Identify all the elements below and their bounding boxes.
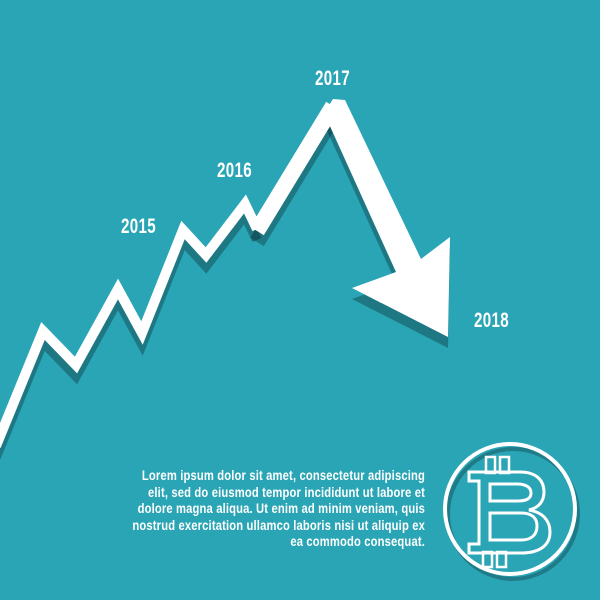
trend-zigzag-segment	[0, 194, 262, 448]
description-paragraph: Lorem ipsum dolor sit amet, consectetur …	[105, 467, 425, 550]
coin-circle	[443, 442, 577, 576]
year-label-2015: 2015	[121, 215, 157, 238]
year-label-2018: 2018	[474, 309, 510, 332]
paragraph-line: ea commodo consequat.	[290, 533, 425, 549]
year-label-2017: 2017	[315, 67, 351, 90]
bitcoin-top-prong	[498, 455, 511, 475]
bitcoin-bottom-prong	[495, 550, 508, 569]
decline-arrow-icon	[324, 99, 450, 337]
bitcoin-coin-icon	[443, 442, 577, 576]
paragraph-line: nostrud exercitation ullamco laboris nis…	[132, 516, 425, 533]
bitcoin-b-glyph	[467, 470, 552, 555]
paragraph-line: dolore magna aliqua. Ut enim ad minim ve…	[137, 500, 425, 516]
trend-line	[0, 101, 340, 448]
bitcoin-icon-shadow	[446, 447, 580, 581]
bitcoin-bottom-prong	[481, 550, 494, 569]
year-label-2016: 2016	[217, 159, 253, 182]
bitcoin-top-prong	[484, 455, 497, 475]
paragraph-line: elit, sed do eiusmod tempor incididunt u…	[148, 483, 425, 500]
paragraph-line: Lorem ipsum dolor sit amet, consectetur …	[141, 467, 425, 483]
trend-rise-segment	[250, 101, 340, 236]
